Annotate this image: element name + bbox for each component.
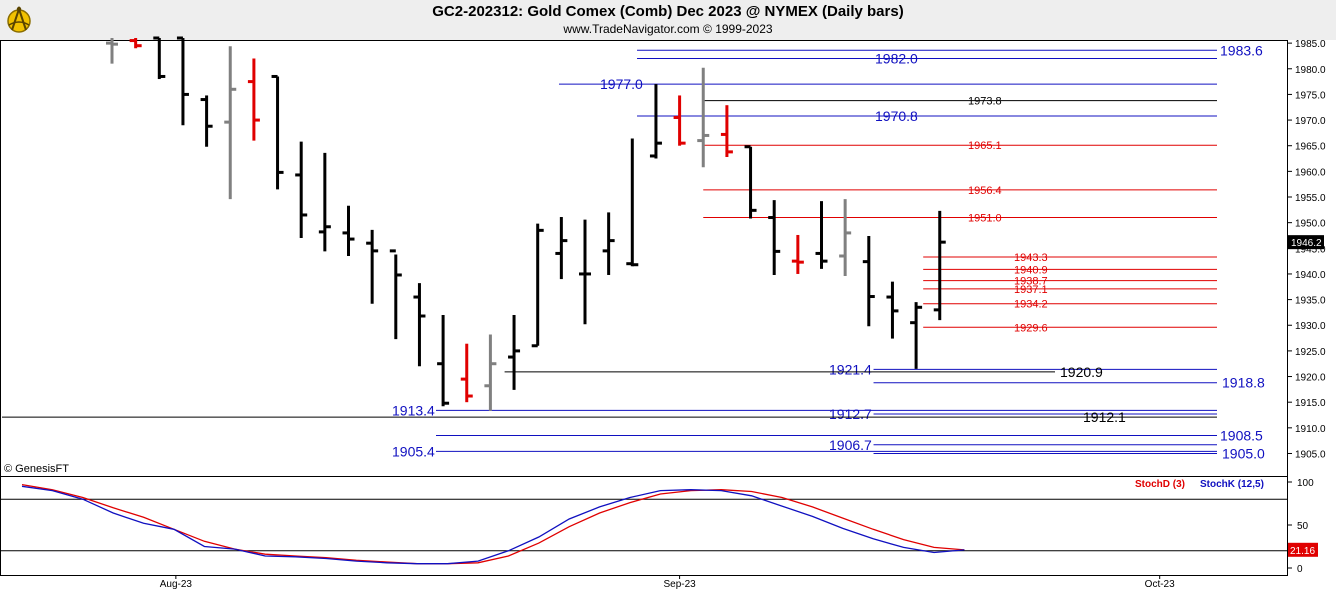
level-label: 1973.8 [968,96,1002,108]
price-tick-label: 1985.0 [1295,39,1326,50]
level-label: 1983.6 [1220,42,1263,58]
price-tick-label: 1920.0 [1295,373,1326,384]
level-label: 1912.1 [1083,409,1126,425]
stoch-tick-label: 100 [1297,478,1314,489]
price-tick-label: 1945.0 [1295,244,1326,255]
price-tick-label: 1965.0 [1295,142,1326,153]
price-tick-label: 1975.0 [1295,90,1326,101]
support-resistance-levels: 1983.6 1982.0 1977.0 1973.8 1970.8 1965.1 1956… [2,42,1265,462]
price-tick-label: 1960.0 [1295,167,1326,178]
price-tick-label: 1955.0 [1295,193,1326,204]
price-tick-label: 1980.0 [1295,65,1326,76]
price-tick-label: 1925.0 [1295,347,1326,358]
stoch-series-line [21,483,965,565]
copyright-label: © GenesisFT [4,463,69,475]
date-tick-label: Sep-23 [663,579,696,590]
price-tick-label: 1930.0 [1295,321,1326,332]
level-label: 1908.5 [1220,428,1263,444]
stochastic-panel: 0 50 100 StochD (3) StochK (12,5) 21.16 [1,478,1318,575]
chart-header: GC2-202312: Gold Comex (Comb) Dec 2023 @… [0,0,1336,40]
price-tick-label: 1940.0 [1295,270,1326,281]
level-label: 1906.7 [829,437,872,453]
stoch-last-value-box [1288,542,1318,557]
level-label: 1940.9 [1014,264,1048,276]
stoch-last-value-label: 21.16 [1290,546,1315,557]
stoch-tick-label: 50 [1297,521,1309,532]
date-tick-label: Oct-23 [1145,579,1175,590]
last-price-box [1288,235,1324,250]
price-tick-label: 1950.0 [1295,219,1326,230]
price-tick-label: 1910.0 [1295,424,1326,435]
date-tick-label: Aug-23 [160,579,193,590]
legend-stochd: StochD (3) [1135,479,1185,490]
level-label: 1905.4 [392,443,435,459]
level-label: 1934.2 [1014,299,1048,311]
ohlc-bars [106,36,946,411]
level-label: 1977.0 [600,76,643,92]
level-label: 1937.1 [1014,284,1048,296]
price-axis: 1905.0 1910.0 1915.0 1920.0 1925.0 1930.0 1935… [1287,39,1326,460]
level-label: 1920.9 [1060,364,1103,380]
level-label: 1912.7 [829,406,872,422]
stoch-panel-frame [0,476,1288,576]
level-label: 1929.6 [1014,322,1048,334]
price-tick-label: 1935.0 [1295,296,1326,307]
last-price-label: 1946.2 [1291,238,1322,249]
level-label: 1918.8 [1222,375,1265,391]
price-tick-label: 1915.0 [1295,398,1326,409]
legend-stochk: StochK (12,5) [1200,479,1264,490]
stoch-tick-label: 0 [1297,564,1303,575]
level-label: 1965.1 [968,140,1002,152]
level-label: 1982.0 [875,51,918,67]
level-label: 1956.4 [968,185,1002,197]
genesis-logo-icon [7,5,31,33]
level-label: 1913.4 [392,402,435,418]
stoch-series-line [21,485,965,565]
level-label: 1905.0 [1222,446,1265,462]
level-label: 1921.4 [829,361,872,377]
level-label: 1951.0 [968,212,1002,224]
level-label: 1943.3 [1014,252,1048,264]
chart-subtitle: www.TradeNavigator.com © 1999-2023 [563,22,773,36]
level-label: 1970.8 [875,108,918,124]
price-tick-label: 1905.0 [1295,449,1326,460]
level-label: 1938.7 [1014,276,1048,288]
date-axis: Aug-23 Sep-23 Oct-23 [160,575,1175,590]
chart-title: GC2-202312: Gold Comex (Comb) Dec 2023 @… [432,3,904,20]
price-tick-label: 1970.0 [1295,116,1326,127]
